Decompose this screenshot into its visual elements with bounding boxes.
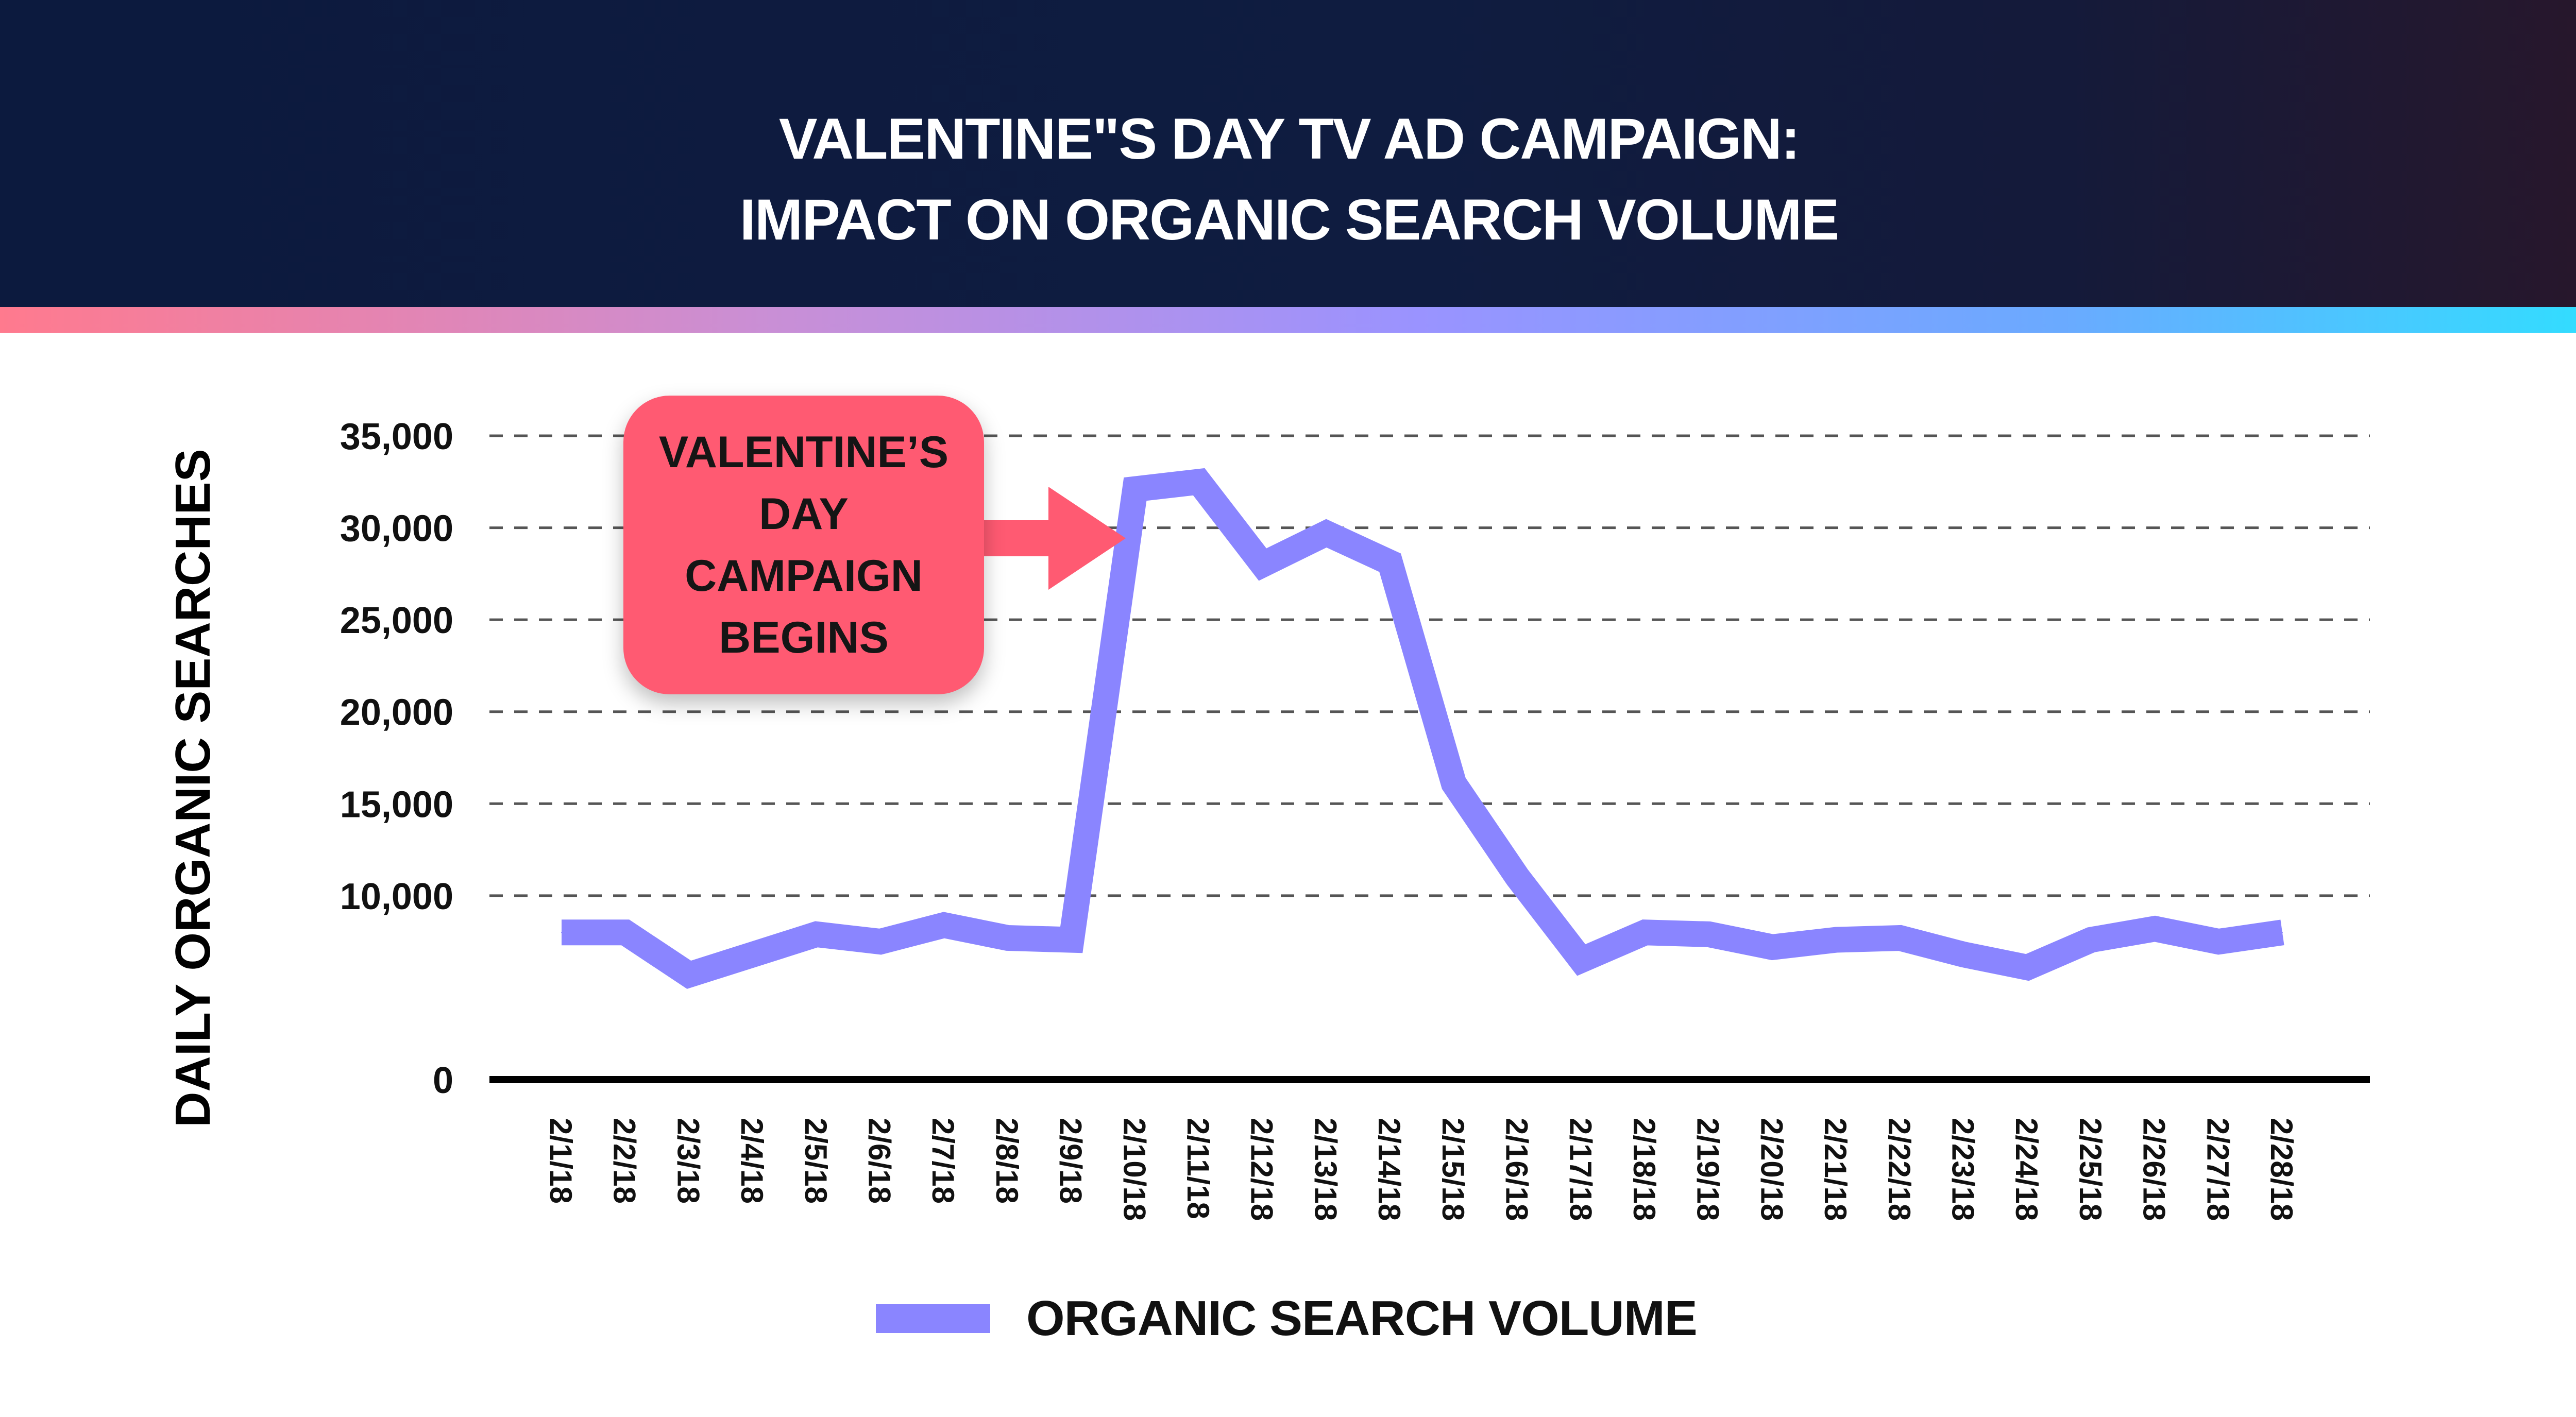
title-banner — [0, 0, 2576, 307]
x-tick-label: 2/11/18 — [1181, 1118, 1215, 1219]
x-tick-label: 2/13/18 — [1308, 1118, 1343, 1221]
chart-title-line-2: IMPACT ON ORGANIC SEARCH VOLUME — [739, 187, 1839, 252]
y-tick-label: 30,000 — [340, 508, 453, 550]
x-tick-label: 2/3/18 — [671, 1118, 705, 1204]
y-tick-label: 20,000 — [340, 692, 453, 733]
campaign-callout: VALENTINE’S DAY CAMPAIGN BEGINS — [623, 396, 984, 694]
x-tick-label: 2/24/18 — [2009, 1118, 2044, 1221]
x-tick-label: 2/27/18 — [2200, 1118, 2235, 1221]
x-tick-label: 2/8/18 — [990, 1118, 1024, 1204]
x-tick-label: 2/26/18 — [2137, 1118, 2172, 1221]
data-point — [1517, 877, 1518, 878]
y-tick-label: 25,000 — [340, 600, 453, 641]
data-point — [1581, 959, 1582, 961]
data-point — [2282, 932, 2283, 933]
x-tick-label: 2/22/18 — [1882, 1118, 1917, 1221]
data-point — [1899, 937, 1901, 938]
x-tick-label: 2/21/18 — [1818, 1118, 1853, 1221]
x-tick-label: 2/1/18 — [544, 1118, 578, 1204]
data-point — [2218, 941, 2219, 943]
data-point — [1007, 937, 1008, 938]
data-point — [2154, 928, 2156, 930]
x-tick-label: 2/18/18 — [1627, 1118, 1662, 1221]
data-point — [752, 954, 754, 955]
x-tick-label: 2/12/18 — [1245, 1118, 1279, 1221]
x-tick-label: 2/14/18 — [1372, 1118, 1406, 1221]
x-tick-label: 2/6/18 — [862, 1118, 897, 1204]
data-point — [816, 933, 817, 935]
gradient-stripe — [0, 307, 2576, 333]
x-tick-label: 2/9/18 — [1054, 1118, 1088, 1204]
y-tick-label: 0 — [433, 1060, 453, 1101]
legend: ORGANIC SEARCH VOLUME — [876, 1288, 1698, 1350]
chart-title-line-1: VALENTINE"S DAY TV AD CAMPAIGN: — [778, 107, 1800, 171]
data-point — [1708, 933, 1709, 935]
x-tick-label: 2/23/18 — [1945, 1118, 1980, 1221]
x-tick-label: 2/20/18 — [1754, 1118, 1789, 1221]
x-tick-label: 2/4/18 — [735, 1118, 769, 1204]
data-point — [1963, 954, 1964, 955]
data-point — [2027, 967, 2028, 968]
data-point — [1326, 533, 1327, 534]
legend-label: ORGANIC SEARCH VOLUME — [1026, 1291, 1698, 1346]
x-tick-label: 2/2/18 — [607, 1118, 642, 1204]
data-point — [2090, 939, 2092, 941]
x-tick-label: 2/10/18 — [1117, 1118, 1151, 1221]
data-point — [1453, 783, 1454, 784]
data-point — [1836, 939, 1837, 941]
callout-arrow-head — [1048, 487, 1126, 590]
data-point — [1262, 564, 1263, 565]
data-point — [879, 941, 881, 943]
x-tick-label: 2/15/18 — [1436, 1118, 1470, 1221]
callout-arrow-shaft — [979, 520, 1051, 556]
series-layer — [561, 468, 2284, 989]
x-tick-label: 2/25/18 — [2073, 1118, 2108, 1221]
data-point — [1772, 946, 1773, 948]
y-tick-labels: 0 10,000 15,000 20,000 25,000 30,000 35,000 — [340, 416, 453, 1101]
data-point — [624, 932, 626, 933]
x-tick-label: 2/19/18 — [1691, 1118, 1725, 1221]
x-tick-label: 2/16/18 — [1500, 1118, 1534, 1221]
data-point — [1198, 481, 1200, 483]
series-line-organic-search-volume — [562, 468, 2284, 989]
data-point — [1644, 932, 1646, 933]
x-tick-label: 2/7/18 — [926, 1118, 960, 1204]
data-point — [1389, 562, 1391, 564]
data-point — [688, 974, 690, 976]
x-tick-label: 2/17/18 — [1563, 1118, 1598, 1221]
legend-swatch — [876, 1304, 990, 1333]
data-point — [561, 932, 562, 933]
y-tick-label: 35,000 — [340, 416, 453, 457]
y-tick-label: 15,000 — [340, 784, 453, 825]
data-point — [943, 925, 945, 926]
x-tick-label: 2/5/18 — [799, 1118, 833, 1204]
callout-text: VALENTINE’S DAY CAMPAIGN BEGINS — [658, 428, 949, 662]
x-tick-label: 2/28/18 — [2264, 1118, 2299, 1221]
data-point — [1071, 939, 1072, 941]
data-point — [1134, 488, 1136, 490]
x-tick-labels: 2/1/18 2/2/18 2/3/18 2/4/18 2/5/18 2/6/18 2/7/… — [544, 1118, 2299, 1221]
y-tick-label: 10,000 — [340, 876, 453, 917]
